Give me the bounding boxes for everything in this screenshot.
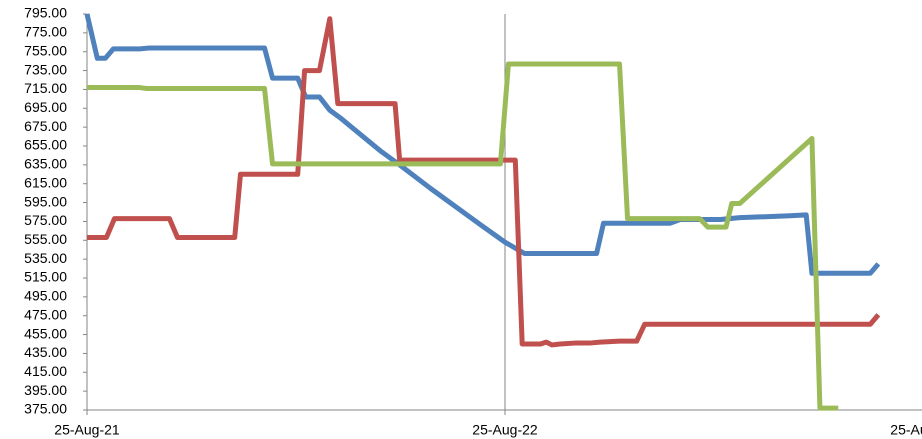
y-tick-label: 635.00	[24, 156, 67, 172]
y-tick-label: 435.00	[24, 344, 67, 360]
line-series	[84, 13, 881, 276]
y-tick-label: 375.00	[24, 401, 67, 417]
y-tick-label: 395.00	[24, 382, 67, 398]
y-tick-label: 595.00	[24, 193, 67, 209]
y-tick-label: 675.00	[24, 118, 67, 134]
y-tick-label: 615.00	[24, 174, 67, 190]
y-tick-label: 695.00	[24, 99, 67, 115]
x-tick-label: 25-Aug-23	[890, 422, 922, 438]
y-tick-label: 755.00	[24, 42, 67, 58]
y-tick-label: 455.00	[24, 325, 67, 341]
y-tick-label: 515.00	[24, 269, 67, 285]
x-tick-label: 25-Aug-22	[472, 422, 538, 438]
y-tick-label: 775.00	[24, 24, 67, 40]
y-tick-label: 535.00	[24, 250, 67, 266]
y-tick-label: 735.00	[24, 61, 67, 77]
line-series	[87, 61, 839, 411]
y-tick-label: 575.00	[24, 212, 67, 228]
y-tick-label: 555.00	[24, 231, 67, 247]
y-tick-label: 475.00	[24, 306, 67, 322]
y-tick-label: 795.00	[24, 5, 67, 21]
y-tick-label: 415.00	[24, 363, 67, 379]
line-series	[87, 16, 881, 348]
y-tick-label: 495.00	[24, 288, 67, 304]
y-tick-label: 715.00	[24, 80, 67, 96]
y-tick-label: 655.00	[24, 137, 67, 153]
x-tick-label: 25-Aug-21	[54, 422, 120, 438]
